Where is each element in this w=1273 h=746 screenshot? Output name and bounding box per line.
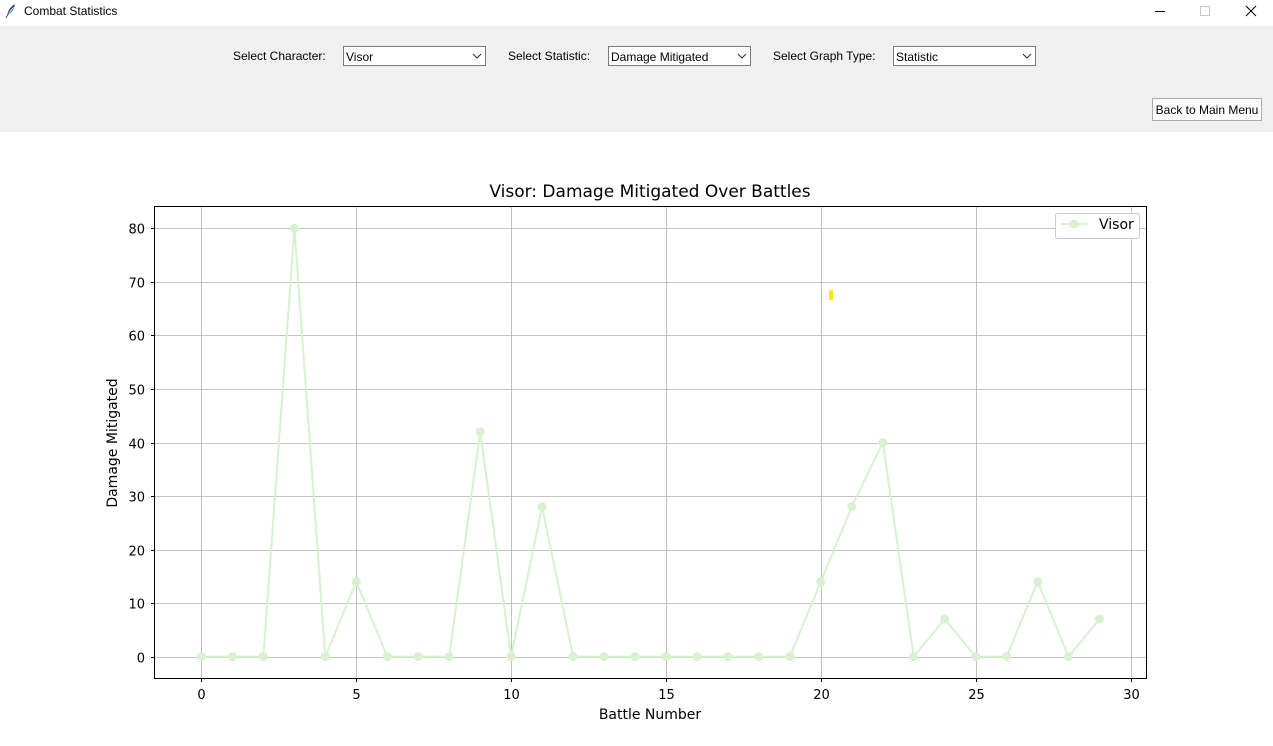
data-point [1002,652,1012,662]
graph-type-select[interactable]: Statistic [893,46,1036,66]
y-tick-label: 0 [137,652,145,667]
series-layer [197,223,1104,662]
data-point [382,652,392,662]
legend-label: Visor [1099,217,1134,233]
minimize-icon [1154,11,1165,12]
data-point [1033,577,1043,587]
y-tick-label: 70 [128,277,145,292]
data-point [227,652,237,662]
y-tick-label: 80 [128,223,145,238]
y-tick-label: 60 [128,330,145,345]
maximize-button[interactable] [1182,0,1227,22]
y-axis-label: Damage Mitigated [105,378,121,507]
line-chart: Visor: Damage Mitigated Over Battles 0 5 1… [105,182,1147,723]
feather-icon [5,4,15,19]
statistic-label: Select Statistic: [508,49,591,63]
character-label: Select Character: [233,49,326,63]
y-tick-label: 20 [128,545,145,560]
data-point [1095,614,1104,624]
character-select-value: Visor [346,50,374,64]
graph-type-select-value: Statistic [896,50,939,64]
data-point [413,652,423,662]
data-point [537,502,547,512]
data-point [1064,652,1074,662]
data-point [351,577,361,587]
graph-type-label: Select Graph Type: [773,49,876,63]
y-ticks: 0 10 20 30 40 50 60 70 80 [128,223,155,667]
data-point [816,577,826,587]
data-point [940,614,950,624]
data-point [878,438,888,447]
data-point [661,652,671,662]
chart-title: Visor: Damage Mitigated Over Battles [489,182,810,202]
y-tick-label: 10 [128,598,145,613]
title-bar: Combat Statistics [0,0,1273,22]
data-point [692,652,702,662]
chevron-down-icon [1022,53,1032,59]
data-point [847,502,857,512]
minimize-button[interactable] [1137,0,1182,22]
data-point [197,652,206,662]
legend-box [1055,213,1140,239]
data-point [909,652,919,662]
annotation-mark [829,290,833,300]
data-point [444,652,454,662]
close-button[interactable] [1228,0,1273,22]
y-tick-label: 30 [128,491,145,506]
legend: Visor [1055,213,1140,239]
data-point [599,652,609,662]
data-point [568,652,578,662]
data-point [971,652,981,662]
data-point [630,652,640,662]
x-tick-label: 10 [503,688,520,703]
y-tick-label: 40 [128,438,145,453]
legend-marker [1069,219,1079,229]
maximize-icon [1199,6,1210,16]
close-icon [1245,5,1256,17]
data-point [475,427,485,437]
x-tick-label: 5 [352,688,360,703]
chevron-down-icon [472,53,482,59]
data-point [506,652,516,662]
chart-container: Visor: Damage Mitigated Over Battles 0 5 1… [0,132,1273,741]
statistic-select-value: Damage Mitigated [611,50,709,64]
x-tick-label: 20 [813,688,830,703]
grid [155,207,1146,678]
data-point [754,652,764,662]
data-point [258,652,268,662]
y-tick-label: 50 [128,384,145,399]
x-tick-label: 25 [968,688,985,703]
character-select[interactable]: Visor [343,46,486,66]
chevron-down-icon [737,53,747,59]
x-tick-label: 30 [1123,688,1140,703]
data-point [289,223,299,233]
back-to-main-menu-button[interactable]: Back to Main Menu [1152,98,1262,121]
x-tick-label: 0 [197,688,205,703]
x-tick-label: 15 [658,688,675,703]
data-point [785,652,795,662]
statistic-select[interactable]: Damage Mitigated [608,46,751,66]
data-point [723,652,733,662]
data-point [320,652,330,662]
plot-frame [154,206,1147,679]
window-title: Combat Statistics [24,4,118,18]
controls-panel: Select Character: Visor Select Statistic… [0,26,1273,132]
x-ticks: 0 5 10 15 20 25 30 [197,678,1140,703]
x-axis-label: Battle Number [599,707,702,723]
series-line [201,228,1101,659]
